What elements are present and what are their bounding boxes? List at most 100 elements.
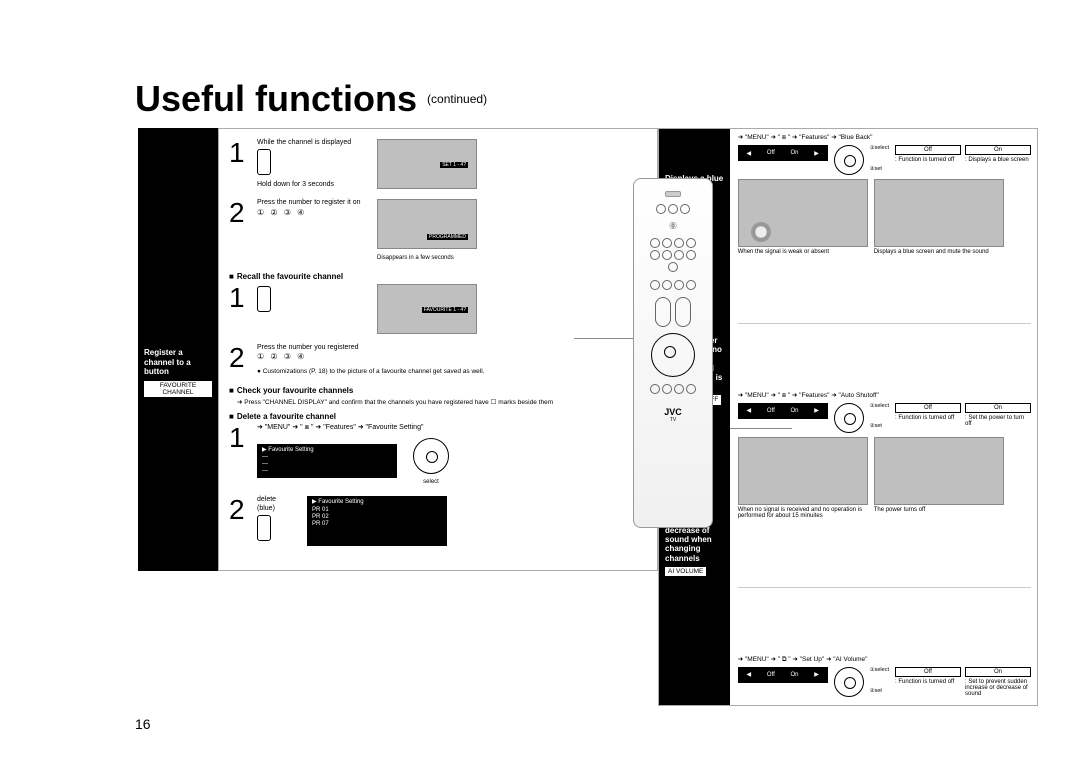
off-desc: : Function is turned off [895, 157, 961, 163]
menu-path: ➜ "MENU" ➜ " ⧈ " ➜ "Features" ➜ "Favouri… [257, 424, 639, 432]
screen-caption: When the signal is weak or absent [738, 249, 868, 256]
step1-text-b: Hold down for 3 seconds [257, 181, 367, 189]
remote-numpad [645, 237, 701, 273]
osd-title: ▶ Favourite Setting [312, 499, 442, 506]
delete-step-2: 2 delete (blue) ▶ Favourite Setting PR 0… [229, 496, 639, 546]
subhead-check: Check your favourite channels [229, 386, 639, 395]
off-desc: : Function is turned off [895, 415, 961, 421]
sidebar-title: Register a channel to a button [144, 348, 212, 377]
check-body: ➜ Press "CHANNEL DISPLAY" and confirm th… [229, 398, 639, 406]
step-number: 2 [229, 199, 249, 262]
off-header: Off [895, 145, 961, 155]
remote-color-buttons [645, 383, 701, 395]
remote-icon [257, 149, 271, 175]
step1-text-a: While the channel is displayed [257, 139, 367, 147]
osd-title: ▶ Favourite Setting [262, 447, 392, 454]
tv-screen-mock: FAVOURITE 1 - 4? [377, 284, 477, 334]
recall-step2-text: Press the number you registered [257, 344, 639, 352]
remote-dpad [651, 333, 695, 377]
recall-step-1: 1 FAVOURITE 1 - 4? [229, 284, 639, 334]
recall-step-2: 2 Press the number you registered ① ② ③ … [229, 344, 639, 376]
step-number: 1 [229, 139, 249, 189]
remote-mid-buttons [645, 279, 701, 291]
screen-nosignal [738, 437, 868, 505]
screen-noise [738, 179, 868, 247]
register-step-2: 2 Press the number to register it on ① ②… [229, 199, 639, 262]
step2-note: Disappears in a few seconds [377, 255, 477, 262]
off-on-bar: ◀OffOn▶ [738, 403, 828, 419]
set-label: ②set [870, 423, 889, 430]
select-label: select [407, 479, 455, 486]
osd-panel: ▶ Favourite Setting PR 01 PR 02 PR 07 [307, 496, 447, 546]
connector-line [574, 338, 634, 339]
on-header: On [965, 403, 1031, 413]
set-label: ②set [870, 688, 889, 695]
step-number: 2 [229, 344, 249, 376]
screen-tag: SET 1 - 4? [440, 162, 468, 168]
right-body: ➜ "MENU" ➜ " ⧈ " ➜ "Features" ➜ "Blue Ba… [730, 129, 1037, 705]
screen-caption: When no signal is received and no operat… [738, 507, 868, 520]
select-label: ①select [870, 667, 889, 674]
dpad-icon [834, 403, 864, 433]
on-header: On [965, 145, 1031, 155]
menu-path: ➜ "MENU" ➜ " ⧈ " ➜ "Features" ➜ "Auto Sh… [738, 391, 1031, 400]
screen-caption: The power turns off [874, 507, 1004, 514]
section-blue-back: ➜ "MENU" ➜ " ⧈ " ➜ "Features" ➜ "Blue Ba… [738, 133, 1031, 256]
remote-icon [257, 515, 271, 541]
tv-screen-mock: PROGRAMMED [377, 199, 477, 249]
step-number: 1 [229, 284, 249, 334]
title-suffix: (continued) [427, 92, 487, 106]
dpad-icon [834, 145, 864, 175]
tv-remote-illustration: ⓪ JVC TV [633, 178, 713, 528]
off-header: Off [895, 667, 961, 677]
remote-label: TV [634, 417, 712, 423]
on-desc: : Set to prevent sudden increase or decr… [965, 679, 1031, 697]
dpad-icon [834, 667, 864, 697]
on-header: On [965, 667, 1031, 677]
left-sidebar: Register a channel to a button FAVOURITE… [138, 128, 218, 571]
select-label: ①select [870, 145, 889, 152]
number-buttons: ① ② ③ ④ [257, 352, 639, 362]
step-number: 2 [229, 496, 249, 546]
menu-path: ➜ "MENU" ➜ " ⧈ " ➜ "Features" ➜ "Blue Ba… [738, 133, 1031, 142]
step2-text-a: Press the number to register it on [257, 199, 367, 207]
remote-icon [257, 286, 271, 312]
title-text: Useful functions [135, 78, 417, 119]
off-on-bar: ◀OffOn▶ [738, 667, 828, 683]
section-ai-volume: ➜ "MENU" ➜ " ⧉ " ➜ "Set Up" ➜ "AI Volume… [738, 655, 1031, 701]
ai-volume-badge: AI VOLUME [665, 567, 706, 576]
left-column: Register a channel to a button FAVOURITE… [138, 128, 658, 571]
remote-top-buttons [645, 203, 701, 215]
favourite-channel-badge: FAVOURITE CHANNEL [144, 381, 212, 397]
brand-logo: JVC [634, 407, 712, 417]
screen-blue [874, 179, 1004, 247]
screen-tag: FAVOURITE 1 - 4? [422, 307, 468, 313]
off-on-bar: ◀OffOn▶ [738, 145, 828, 161]
recall-note: ● Customizations (P. 18) to the picture … [257, 368, 639, 376]
off-desc: : Function is turned off [895, 679, 961, 685]
on-desc: : Set the power to turn off [965, 415, 1031, 427]
on-desc: : Displays a blue screen [965, 157, 1031, 163]
right-column: Displays a blue screen and mute the soun… [658, 128, 1038, 706]
set-label: ②set [870, 166, 889, 173]
dpad-icon [413, 438, 449, 474]
content-columns: Register a channel to a button FAVOURITE… [138, 128, 658, 571]
number-buttons: ① ② ③ ④ [257, 208, 367, 218]
left-body: 1 While the channel is displayed Hold do… [218, 128, 658, 571]
tv-screen-mock: SET 1 - 4? [377, 139, 477, 189]
manual-page: Useful functions (continued) 16 Register… [0, 0, 1080, 762]
page-number: 16 [135, 716, 151, 732]
subhead-recall: Recall the favourite channel [229, 272, 639, 281]
menu-path: ➜ "MENU" ➜ " ⧉ " ➜ "Set Up" ➜ "AI Volume… [738, 655, 1031, 664]
page-title: Useful functions (continued) [135, 78, 487, 120]
osd-panel: ▶ Favourite Setting ——— [257, 444, 397, 479]
screen-off [874, 437, 1004, 505]
remote-pill-buttons [645, 297, 701, 327]
section-auto-shutoff: ➜ "MENU" ➜ " ⧈ " ➜ "Features" ➜ "Auto Sh… [738, 391, 1031, 520]
screen-tag: PROGRAMMED [427, 234, 468, 240]
select-label: ①select [870, 403, 889, 410]
subhead-delete: Delete a favourite channel [229, 412, 639, 421]
register-step-1: 1 While the channel is displayed Hold do… [229, 139, 639, 189]
step-number: 1 [229, 424, 249, 487]
delete-label: delete [257, 496, 297, 504]
